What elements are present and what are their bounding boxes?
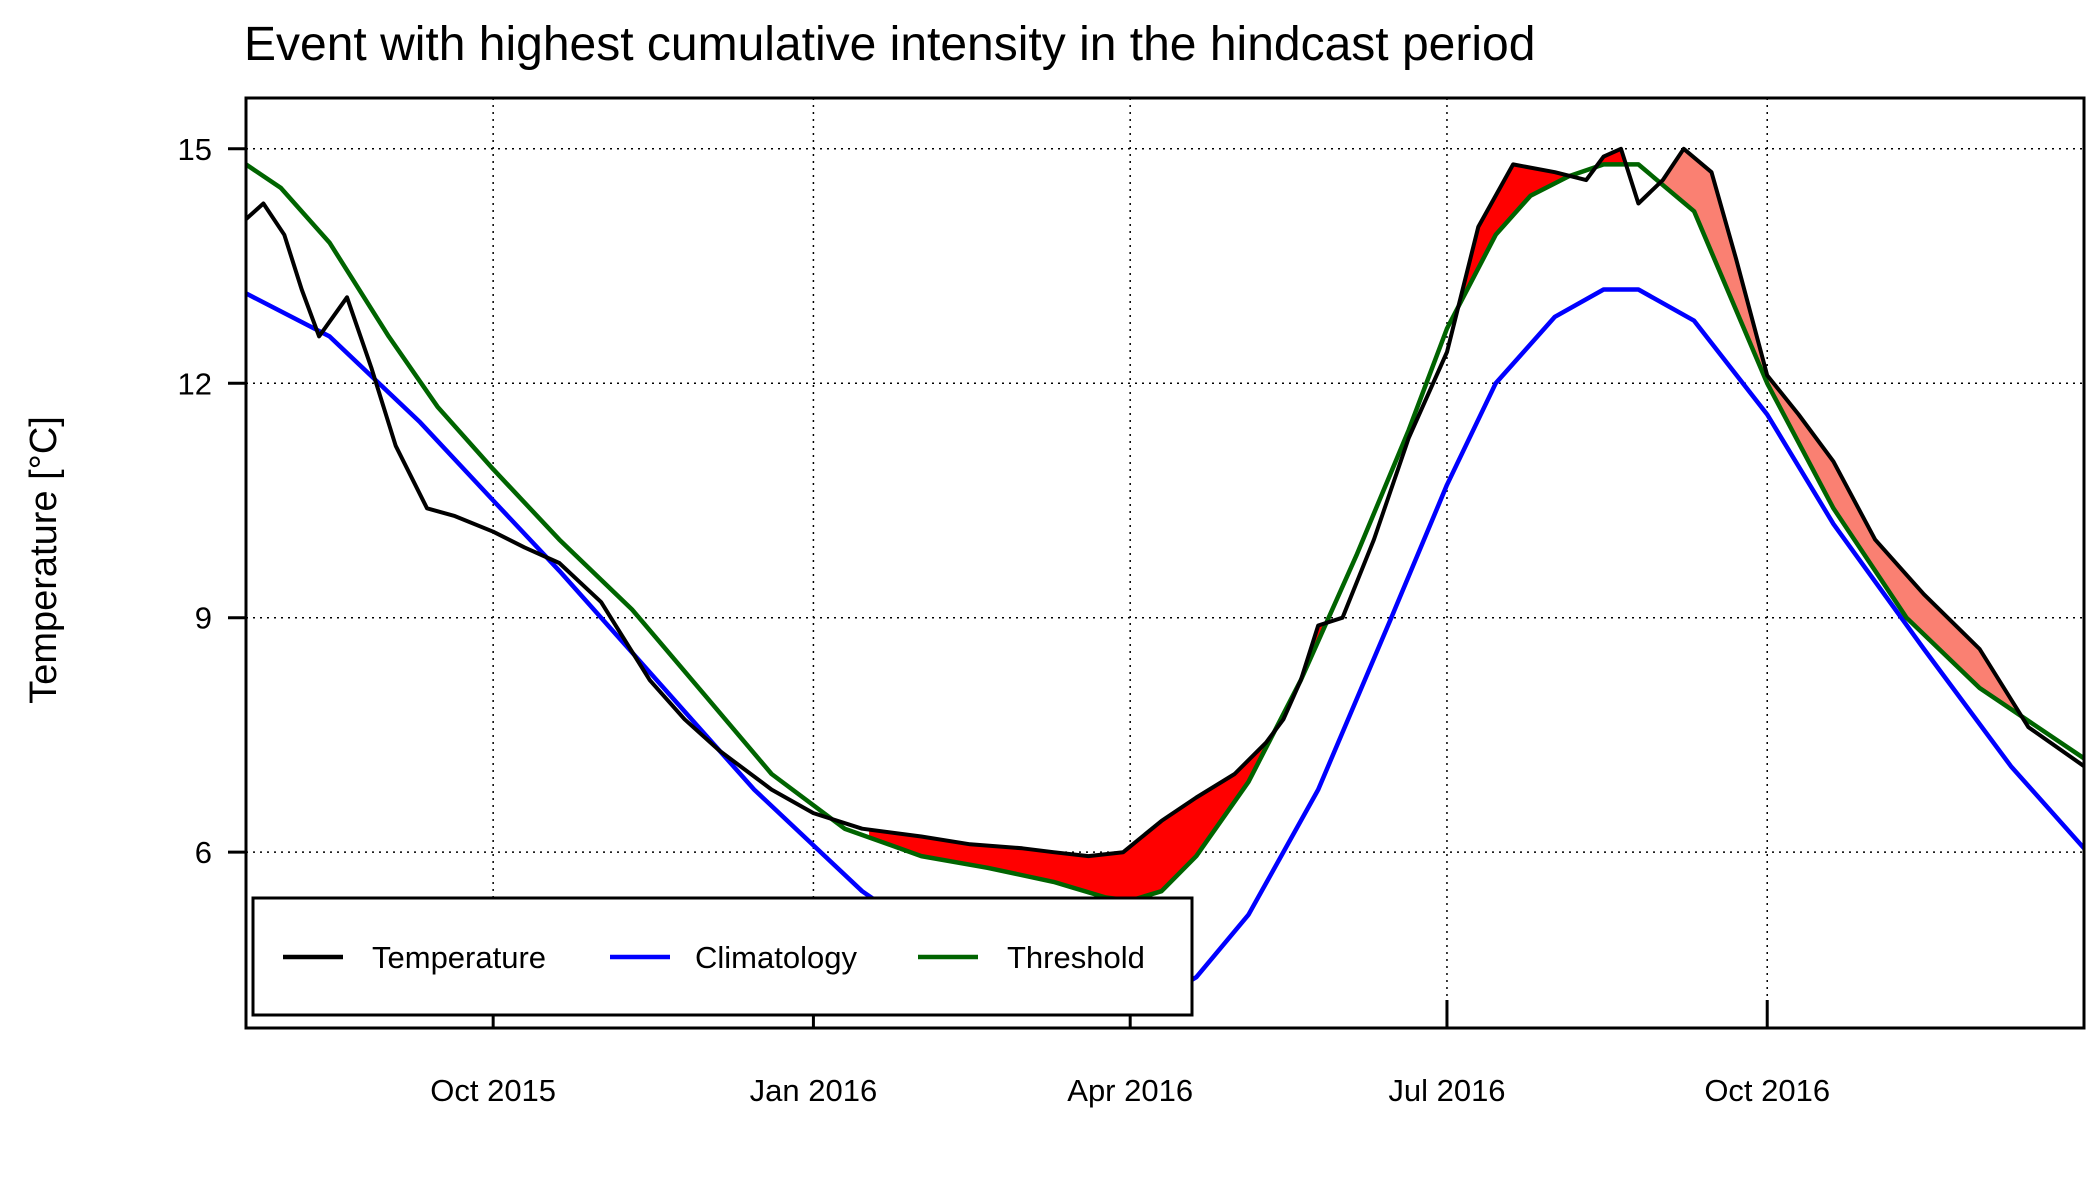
x-tick-label: Jul 2016 [1388,1073,1505,1108]
data-lines [246,146,2084,1016]
y-axis-title: Temperature [°C] [23,416,65,704]
plot-frame [244,96,2086,1030]
legend-box [251,896,1194,1017]
x-tick-label: Jan 2016 [750,1073,878,1108]
series-line-threshold [246,162,2084,903]
x-tick-label: Oct 2015 [430,1073,556,1108]
legend-label-temperature: Temperature [372,940,546,975]
series-line-climatology [246,287,2084,1016]
x-tick-label: Apr 2016 [1067,1073,1193,1108]
y-axis: 6 9 12 15 [178,132,246,870]
y-tick-label: 12 [178,366,212,401]
chart-title: Event with highest cumulative intensity … [244,18,1535,71]
y-tick-label: 15 [178,132,212,167]
legend-label-threshold: Threshold [1007,940,1145,975]
y-tick-label: 9 [195,601,212,636]
x-axis: Oct 2015 Jan 2016 Apr 2016 Jul 2016 Oct 2016 [430,1000,1830,1108]
legend: Temperature Climatology Threshold [251,896,1194,1017]
series-line-temperature [246,146,2084,859]
x-tick-label: Oct 2016 [1704,1073,1830,1108]
event-fills [869,148,2084,901]
legend-label-climatology: Climatology [695,940,857,975]
y-tick-label: 6 [195,835,212,870]
event-fill-1 [1655,148,2084,759]
